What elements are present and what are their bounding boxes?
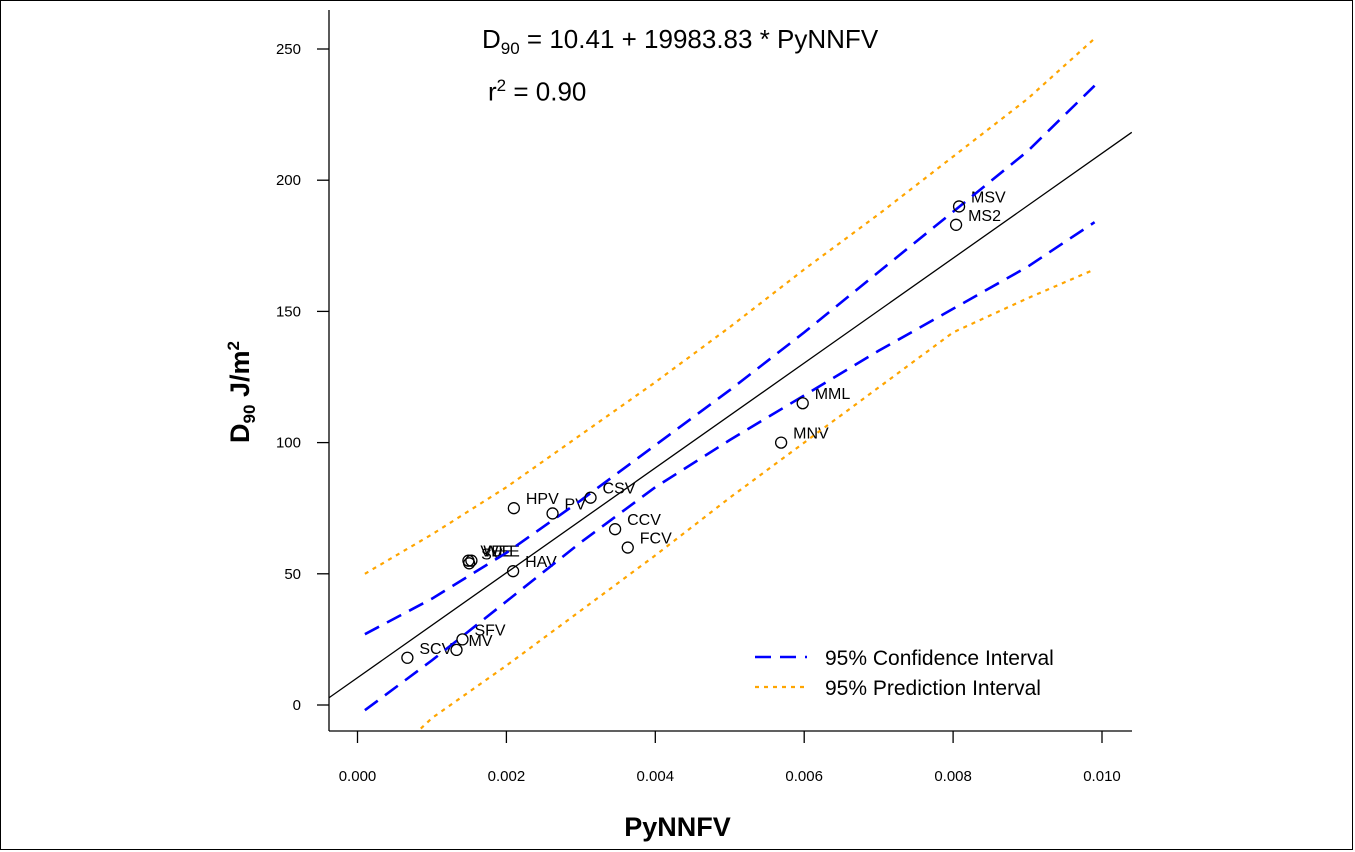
y-axis-label-sub: 90 (240, 404, 260, 424)
x-tick-label: 0.008 (934, 768, 972, 785)
point-label: WEE (483, 544, 519, 561)
data-point (506, 565, 520, 578)
point-label: MS2 (968, 208, 1001, 225)
y-axis-label: D90 J/m2 (224, 341, 260, 443)
legend-prediction-label: 95% Prediction Interval (825, 677, 1041, 700)
data-point (465, 554, 478, 567)
regression-line (329, 131, 1132, 699)
regression-equation: D90 = 10.41 + 19983.83 * PyNNFV (482, 24, 878, 59)
point-label: MML (815, 386, 851, 403)
data-point (949, 218, 963, 231)
y-tick-label: 250 (276, 41, 301, 58)
data-point (621, 541, 634, 554)
axes: 0.000 0.002 0.004 0.006 0.008 0.010 0 50 100 150 2… (276, 10, 1132, 785)
plot-area (329, 37, 1132, 730)
equation-lhs-sub: 90 (500, 39, 520, 59)
point-label: SCV (419, 641, 452, 658)
r2-sup: 2 (496, 76, 507, 95)
x-axis-label: PyNNFV (624, 812, 731, 842)
y-tick-label: 150 (276, 303, 301, 320)
y-axis-label-main: D (224, 423, 255, 443)
x-tick-label: 0.010 (1083, 768, 1121, 785)
point-label: CCV (627, 512, 661, 529)
data-point (401, 651, 414, 664)
x-tick-label: 0.002 (488, 768, 526, 785)
point-label: HPV (526, 491, 559, 508)
y-tick-label: 50 (284, 566, 301, 583)
prediction-upper-line (364, 37, 1096, 575)
r2-base: r (488, 76, 497, 107)
data-point (796, 397, 809, 410)
legend-confidence-label: 95% Confidence Interval (825, 647, 1054, 670)
r-squared: r2 = 0.90 (488, 76, 586, 108)
data-point (507, 502, 520, 515)
y-axis-label-unit: J/m (224, 350, 255, 405)
y-axis-label-wrap: D90 J/m2 (212, 341, 272, 443)
confidence-upper-line (364, 84, 1096, 636)
data-point (774, 436, 788, 449)
point-label: MSV (971, 189, 1006, 206)
y-tick-label: 0 (293, 697, 301, 714)
point-label: CSV (603, 481, 636, 498)
point-label: MV (469, 633, 493, 650)
x-tick-label: 0.000 (339, 768, 377, 785)
data-point (584, 491, 597, 504)
r2-value: = 0.90 (506, 76, 587, 107)
confidence-lower-line (364, 221, 1096, 712)
data-point (952, 200, 966, 213)
data-point (450, 643, 463, 657)
equation-rhs: = 10.41 + 19983.83 * PyNNFV (519, 24, 879, 54)
point-label: VEE (480, 544, 512, 561)
point-label: SV (481, 546, 503, 563)
x-tick-label: 0.004 (637, 768, 675, 785)
y-axis-label-sup: 2 (223, 341, 243, 351)
y-tick-label: 200 (276, 172, 301, 189)
data-point (456, 633, 469, 646)
data-point (608, 523, 622, 536)
point-label: MNV (793, 426, 829, 443)
point-label: SFV (474, 622, 505, 639)
data-point (546, 507, 559, 520)
data-point (463, 557, 476, 570)
legend: 95% Confidence Interval 95% Prediction In… (755, 647, 1054, 700)
x-tick-label: 0.006 (785, 768, 823, 785)
equation-lhs: D (482, 24, 501, 54)
point-label: FCV (640, 531, 672, 548)
y-tick-label: 100 (276, 435, 301, 452)
